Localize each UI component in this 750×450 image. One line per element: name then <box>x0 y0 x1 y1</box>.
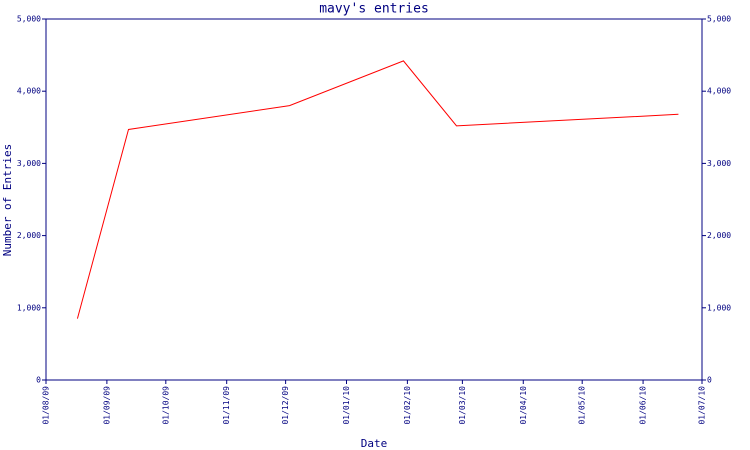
x-axis-label: Date <box>361 437 388 450</box>
y2-tick-label: 2,000 <box>707 231 731 240</box>
plot-frame <box>45 18 703 381</box>
x-tick-label: 01/01/10 <box>342 386 351 425</box>
x-tick-label: 01/09/09 <box>102 386 111 425</box>
x-tick-label: 01/10/09 <box>161 386 170 425</box>
y-tick-label: 4,000 <box>17 87 41 96</box>
y2-tick-label: 1,000 <box>707 303 731 312</box>
x-tick-label: 01/03/10 <box>458 386 467 425</box>
x-tick-label: 01/07/10 <box>698 386 707 425</box>
x-tick-label: 01/02/10 <box>403 386 412 425</box>
y2-tick-label: 0 <box>707 376 712 385</box>
x-tick-label: 01/08/09 <box>42 386 51 425</box>
y-axis-label: Number of Entries <box>1 144 14 257</box>
x-tick-label: 01/06/10 <box>639 386 648 425</box>
y-tick-label: 1,000 <box>17 303 41 312</box>
x-tick-label: 01/11/09 <box>222 386 231 425</box>
x-tick-label: 01/04/10 <box>519 386 528 425</box>
y-tick-label: 5,000 <box>17 15 41 24</box>
x-tick-label: 01/12/09 <box>281 386 290 425</box>
y-tick-label: 3,000 <box>17 159 41 168</box>
data-line <box>76 60 679 319</box>
y-tick-label: 2,000 <box>17 231 41 240</box>
y2-tick-label: 5,000 <box>707 15 731 24</box>
y2-tick-label: 4,000 <box>707 87 731 96</box>
chart-title: mavy's entries <box>319 2 429 17</box>
y-tick-label: 0 <box>36 376 41 385</box>
x-tick-label: 01/05/10 <box>578 386 587 425</box>
y2-tick-label: 3,000 <box>707 159 731 168</box>
